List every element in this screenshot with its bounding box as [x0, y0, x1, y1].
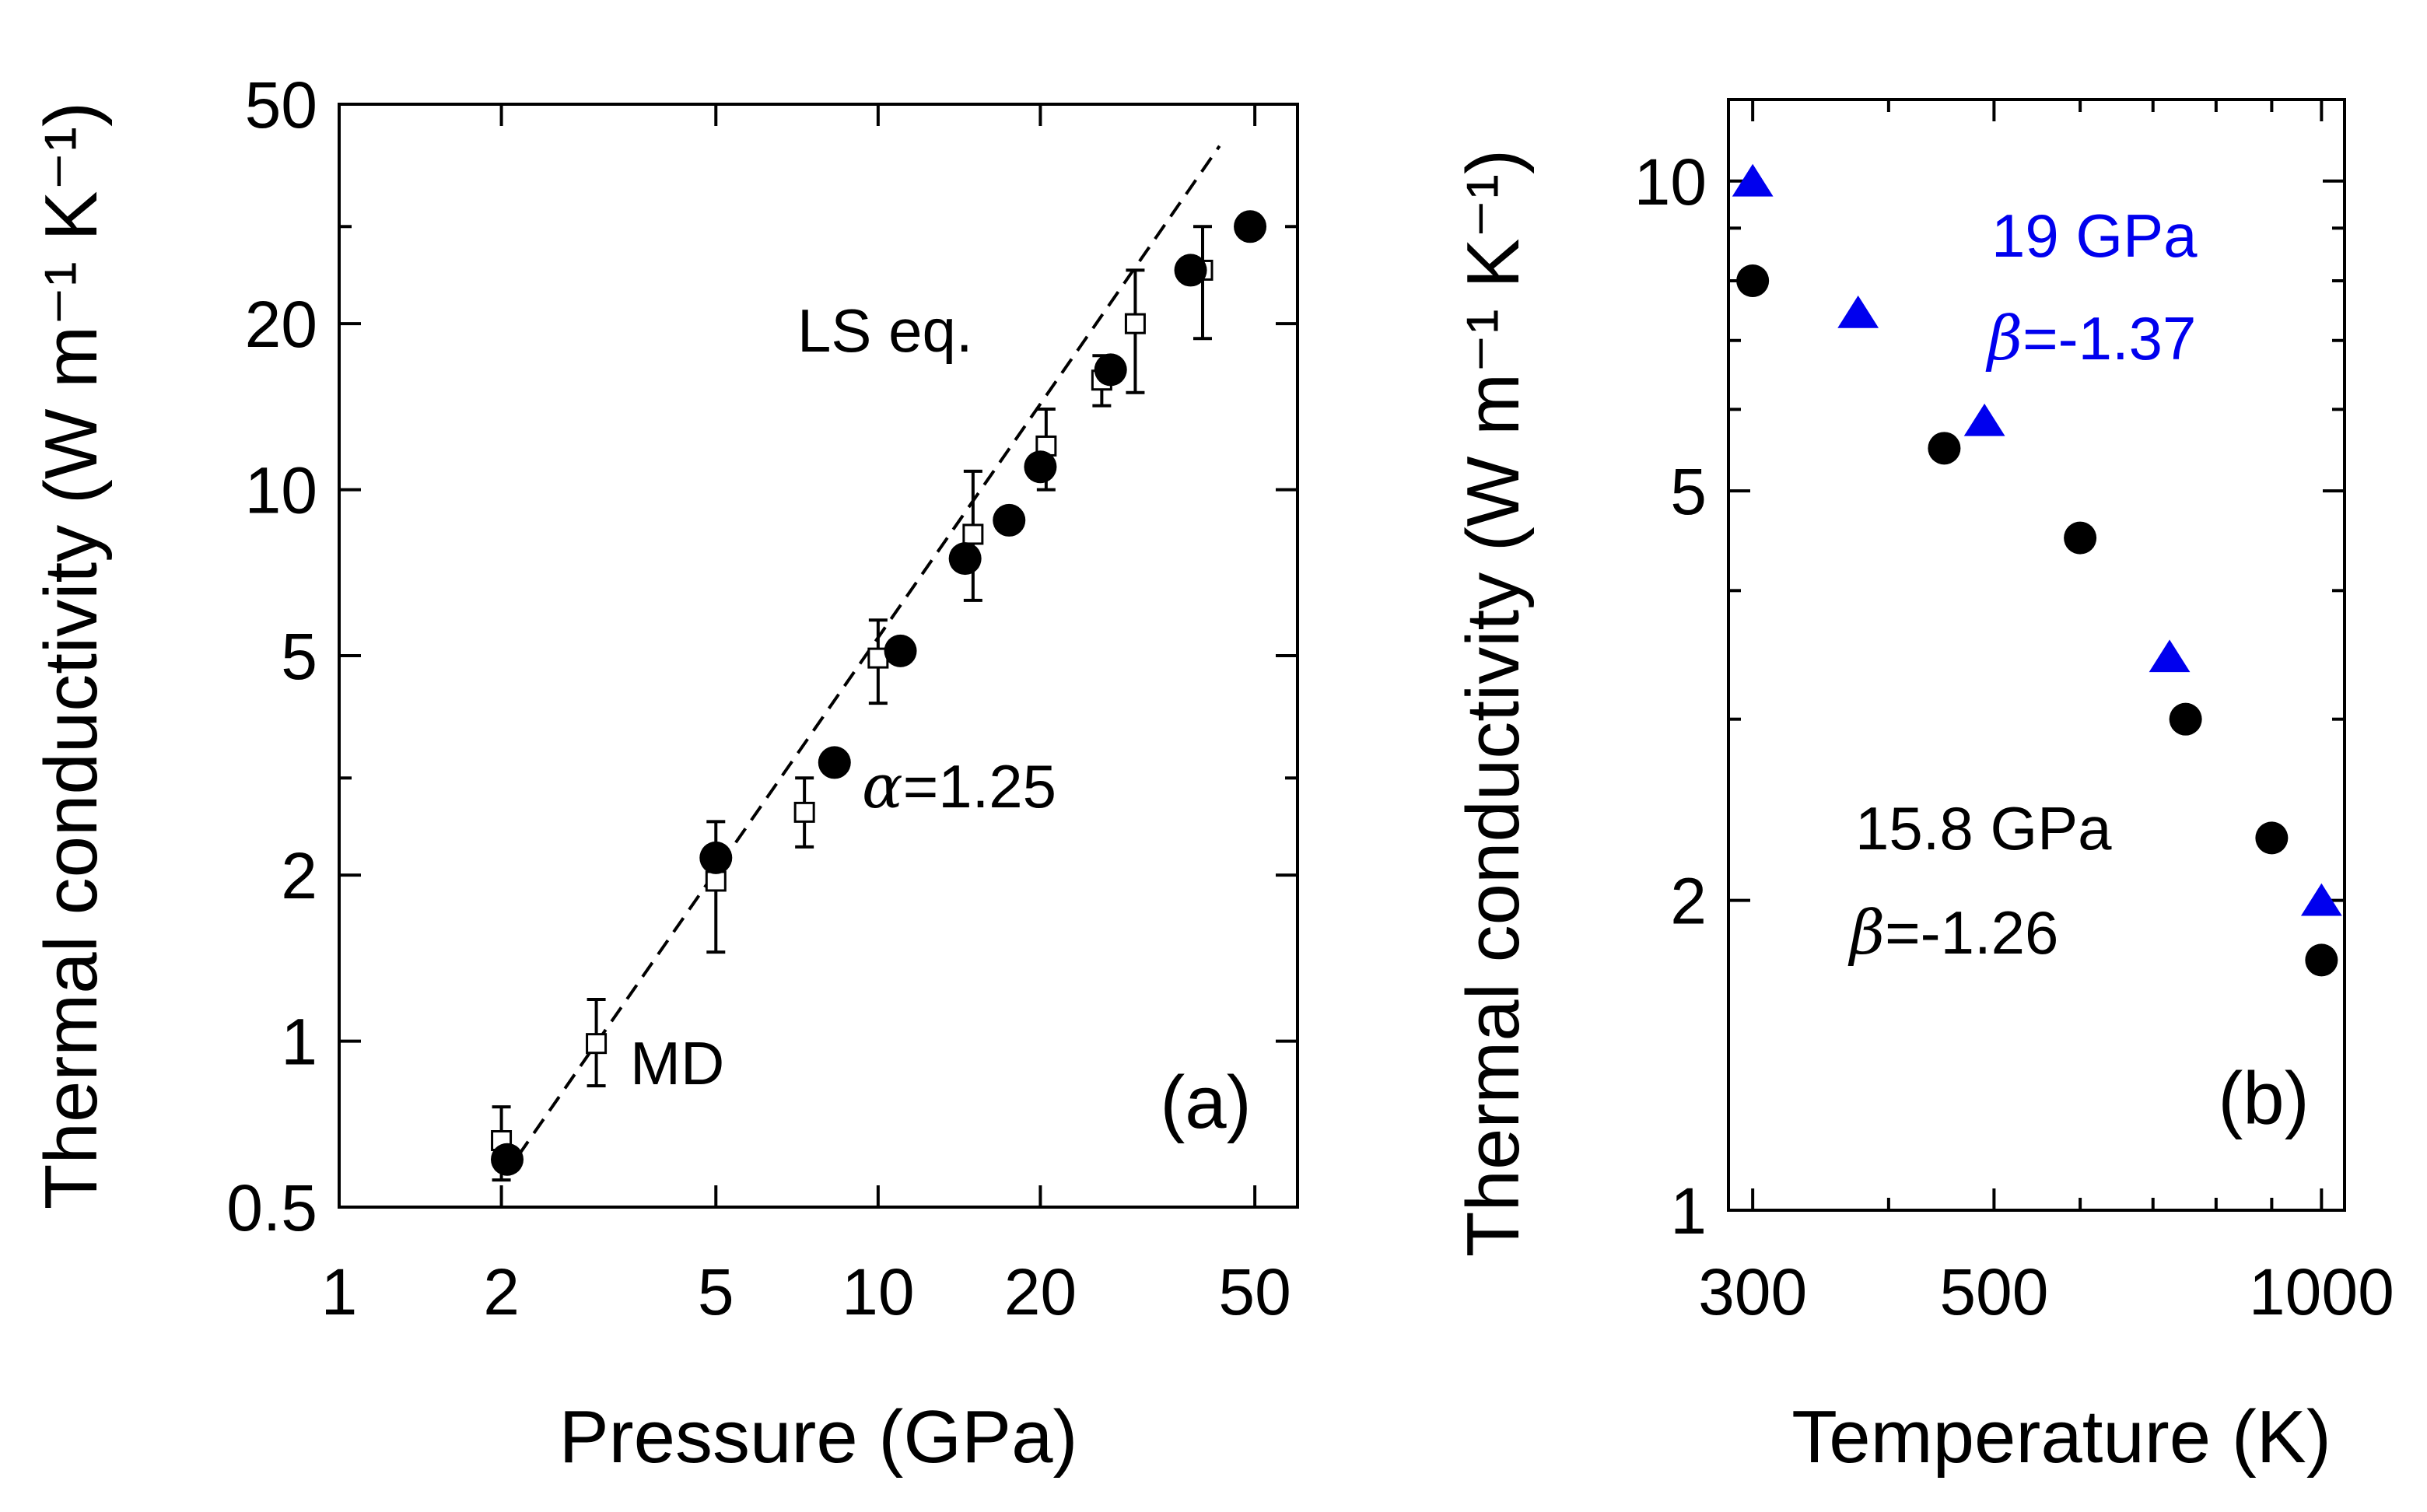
panel-b-x-tick-label: 300	[1698, 1255, 1807, 1328]
panel-a-y-axis-label: Thermal conductivity (W m⁻¹ K⁻¹)	[30, 102, 113, 1209]
black-beta-symbol: β	[1847, 898, 1885, 968]
experiment-point	[993, 503, 1026, 537]
panel-b: 300 500 1000 1 2 5 10 Temperature (K) Thermal …	[1452, 98, 2394, 1479]
black-beta-annotation: β=-1.26	[1847, 898, 2058, 968]
series-19-gpa-point	[1963, 403, 2005, 436]
experiment-point	[699, 841, 733, 874]
series-15-8-gpa-point	[1736, 264, 1770, 298]
panel-a-y-tick-label: 2	[281, 839, 317, 912]
blue-series-title: 19 GPa	[1991, 201, 2198, 270]
panel-b-label: (b)	[2218, 1057, 2309, 1140]
experiment-point	[1174, 254, 1207, 287]
panel-b-y-axis-label: Thermal conductivity (W m⁻¹ K⁻¹)	[1452, 149, 1535, 1257]
panel-a-y-tick-label: 0.5	[226, 1171, 317, 1244]
panel-a-x-axis-label: Pressure (GPa)	[559, 1395, 1078, 1479]
panel-a-x-tick-label: 1	[321, 1255, 358, 1328]
md-label: MD	[630, 1029, 724, 1097]
experiment-point	[1024, 450, 1057, 484]
series-19-gpa-point	[2149, 639, 2191, 673]
md-point	[705, 870, 727, 892]
series-15-8-gpa-point	[2064, 521, 2097, 555]
panel-b-plot-frame	[1727, 98, 2346, 1212]
experiment-point	[884, 634, 917, 667]
blue-beta-value: =-1.37	[2022, 304, 2196, 373]
panel-a-x-tick-label: 50	[1218, 1255, 1291, 1328]
alpha-annotation: α=1.25	[862, 752, 1056, 822]
panel-a-x-tick-label: 10	[842, 1255, 914, 1328]
ls-eq-label: LS eq.	[797, 296, 973, 365]
md-point	[962, 523, 984, 545]
panel-a-x-tick-label: 5	[698, 1255, 734, 1328]
experiment-point	[818, 746, 851, 779]
panel-b-x-axis-label: Temperature (K)	[1791, 1395, 2331, 1479]
panel-a-y-tick-label: 50	[245, 68, 317, 142]
series-19-gpa-point	[1837, 295, 1879, 328]
panel-b-y-tick-label: 2	[1670, 865, 1707, 938]
series-19-gpa-point	[1732, 163, 1774, 197]
series-15-8-gpa-point	[2305, 943, 2338, 977]
panel-a-plot-frame	[338, 103, 1299, 1209]
blue-beta-annotation: β=-1.37	[1985, 304, 2196, 374]
series-19-gpa-point	[2300, 883, 2342, 916]
black-series-title: 15.8 GPa	[1855, 794, 2112, 863]
experiment-point	[491, 1143, 524, 1176]
experiment-point	[1234, 210, 1267, 243]
experiment-point	[1094, 353, 1127, 387]
md-point	[586, 1033, 608, 1055]
panel-a-x-tick-label: 20	[1004, 1255, 1077, 1328]
panel-a-y-tick-label: 10	[245, 454, 317, 527]
series-15-8-gpa-point	[2255, 821, 2289, 855]
alpha-value: =1.25	[903, 752, 1056, 821]
alpha-symbol: α	[862, 752, 903, 822]
panel-a-y-tick-label: 5	[281, 620, 317, 693]
md-point	[793, 801, 815, 823]
panel-b-x-tick-label: 500	[1939, 1255, 2048, 1328]
series-15-8-gpa-point	[2169, 702, 2202, 736]
panel-a-label: (a)	[1160, 1061, 1251, 1144]
md-point	[1124, 313, 1146, 334]
panel-a-x-tick-label: 2	[483, 1255, 520, 1328]
black-beta-value: =-1.26	[1885, 898, 2058, 967]
panel-b-y-tick-label: 5	[1670, 455, 1707, 528]
experiment-point	[948, 542, 982, 576]
blue-beta-symbol: β	[1985, 304, 2022, 374]
panel-b-y-tick-label: 10	[1634, 145, 1707, 219]
panel-b-y-tick-label: 1	[1670, 1174, 1707, 1248]
panel-b-x-tick-label: 1000	[2249, 1255, 2394, 1328]
series-15-8-gpa-point	[1928, 432, 1961, 465]
panel-a-y-tick-label: 20	[245, 288, 317, 361]
panel-a-y-tick-label: 1	[281, 1006, 317, 1079]
